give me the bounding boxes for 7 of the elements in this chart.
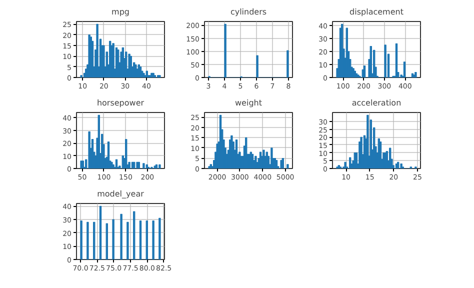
chart-title: cylinders [230,8,267,16]
chart-title: mpg [112,8,130,16]
chart-title: weight [235,98,262,108]
chart-title: displacement [350,8,404,16]
chart-title: horsepower [96,98,145,108]
chart-title: model_year [97,190,145,198]
chart-title: acceleration [352,98,402,108]
